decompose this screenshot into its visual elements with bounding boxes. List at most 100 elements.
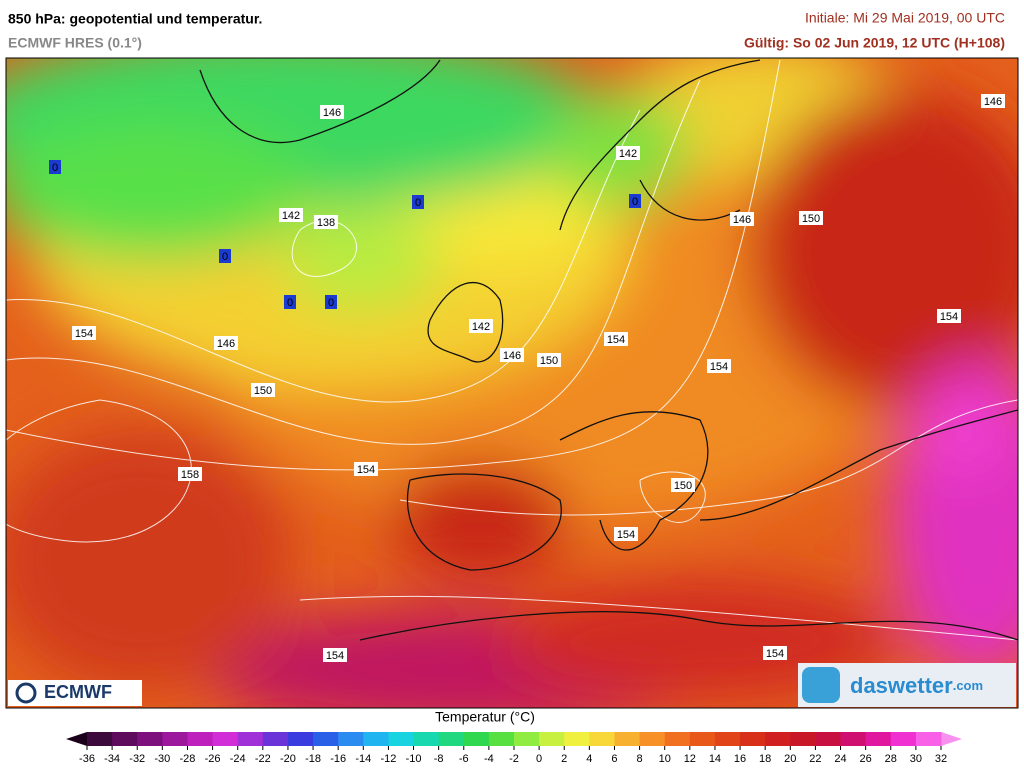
contour-label: 154: [940, 311, 958, 323]
colorbar-tick-label: -12: [380, 753, 396, 765]
colorbar-high-arrow: [941, 732, 962, 746]
contour-label: 154: [75, 328, 93, 340]
contour-label: 154: [617, 529, 635, 541]
freezing-label-box: [49, 160, 61, 174]
contour-label: 154: [710, 361, 728, 373]
contour-label: 146: [984, 96, 1002, 108]
contour-label: 154: [357, 464, 375, 476]
colorbar-swatch: [262, 732, 289, 746]
colorbar-tick-label: 28: [885, 753, 897, 765]
colorbar-swatch: [438, 732, 465, 746]
contour-label-box: [799, 211, 823, 225]
colorbar-swatch: [765, 732, 791, 746]
colorbar-tick-label: 24: [834, 753, 846, 765]
contour-label-box: [323, 648, 347, 662]
contour-label: 154: [607, 334, 625, 346]
ecmwf-logo: ECMWF: [44, 682, 112, 702]
colorbar-title: Temperatur (°C): [435, 709, 535, 725]
colorbar-tick-label: -16: [330, 753, 346, 765]
colorbar-tick-label: 6: [611, 753, 617, 765]
colorbar-swatch: [363, 732, 389, 746]
colorbar-swatch: [689, 732, 716, 746]
colorbar-swatch: [488, 732, 515, 746]
contour-label-box: [72, 326, 96, 340]
colorbar-tick-label: -26: [205, 753, 221, 765]
freezing-label-box: [284, 295, 296, 309]
colorbar-swatch: [413, 732, 440, 746]
colorbar-tick-label: -32: [129, 753, 145, 765]
colorbar-tick-label: -20: [280, 753, 296, 765]
freezing-label: 0: [415, 197, 421, 209]
colorbar-tick-label: -28: [180, 753, 196, 765]
contour-label-box: [614, 527, 638, 541]
contour-label-box: [937, 309, 961, 323]
colorbar-swatch: [137, 732, 163, 746]
contour-label: 150: [540, 355, 558, 367]
colorbar-swatch: [162, 732, 188, 746]
colorbar-swatch: [514, 732, 540, 746]
contour-label: 146: [733, 214, 751, 226]
colorbar-swatch: [338, 732, 364, 746]
contour-label-box: [537, 353, 561, 367]
colorbar-swatch: [714, 732, 741, 746]
contour-label-box: [671, 478, 695, 492]
colorbar-swatch: [790, 732, 816, 746]
contour-label-box: [314, 215, 338, 229]
contour-label-box: [251, 383, 275, 397]
freezing-label-box: [629, 194, 641, 208]
freezing-label: 0: [222, 251, 228, 263]
colorbar-tick-label: -14: [355, 753, 371, 765]
colorbar-tick-label: -2: [509, 753, 519, 765]
colorbar-swatch: [890, 732, 917, 746]
contour-label: 154: [326, 650, 344, 662]
colorbar-tick-label: -24: [230, 753, 246, 765]
colorbar-tick-label: -4: [484, 753, 494, 765]
contour-label-box: [178, 467, 202, 481]
colorbar-swatch: [539, 732, 565, 746]
colorbar-swatch: [664, 732, 691, 746]
colorbar-tick-label: 12: [684, 753, 696, 765]
freezing-label-box: [412, 195, 424, 209]
colorbar-swatch: [112, 732, 138, 746]
valid-time: Gültig: So 02 Jun 2019, 12 UTC (H+108): [744, 35, 1005, 51]
colorbar-tick-label: 10: [659, 753, 671, 765]
daswetter-icon: [802, 667, 840, 703]
contour-label: 158: [181, 469, 199, 481]
colorbar-swatch: [815, 732, 842, 746]
freezing-label-box: [219, 249, 231, 263]
contour-label-box: [500, 348, 524, 362]
contour-label: 142: [619, 148, 637, 160]
colorbar-tick-label: -22: [255, 753, 271, 765]
colorbar-swatch: [614, 732, 641, 746]
colorbar-tick-label: 14: [709, 753, 721, 765]
colorbar-swatch: [865, 732, 892, 746]
colorbar-swatch: [212, 732, 239, 746]
colorbar-swatch: [187, 732, 214, 746]
colorbar-swatch: [564, 732, 590, 746]
contour-label-box: [320, 105, 344, 119]
daswetter-name: daswetter: [850, 673, 953, 698]
contour-label-box: [354, 462, 378, 476]
colorbar-tick-label: -18: [305, 753, 321, 765]
freezing-label: 0: [632, 196, 638, 208]
colorbar-tick-label: 32: [935, 753, 947, 765]
contour-label-box: [981, 94, 1005, 108]
contour-label: 150: [254, 385, 272, 397]
colorbar-tick-label: -30: [154, 753, 170, 765]
colorbar-swatch: [639, 732, 666, 746]
colorbar-tick-label: 22: [809, 753, 821, 765]
contour-label: 142: [282, 210, 300, 222]
colorbar-tick-label: 4: [586, 753, 592, 765]
freezing-label-box: [325, 295, 337, 309]
contour-label: 154: [766, 648, 784, 660]
colorbar-swatch: [237, 732, 264, 746]
initial-time: Initiale: Mi 29 Mai 2019, 00 UTC: [805, 10, 1005, 26]
colorbar-tick-label: 16: [734, 753, 746, 765]
colorbar-swatch: [287, 732, 314, 746]
contour-label: 150: [802, 213, 820, 225]
colorbar-tick-label: 18: [759, 753, 771, 765]
colorbar-tick-label: -36: [79, 753, 95, 765]
contour-label-box: [616, 146, 640, 160]
